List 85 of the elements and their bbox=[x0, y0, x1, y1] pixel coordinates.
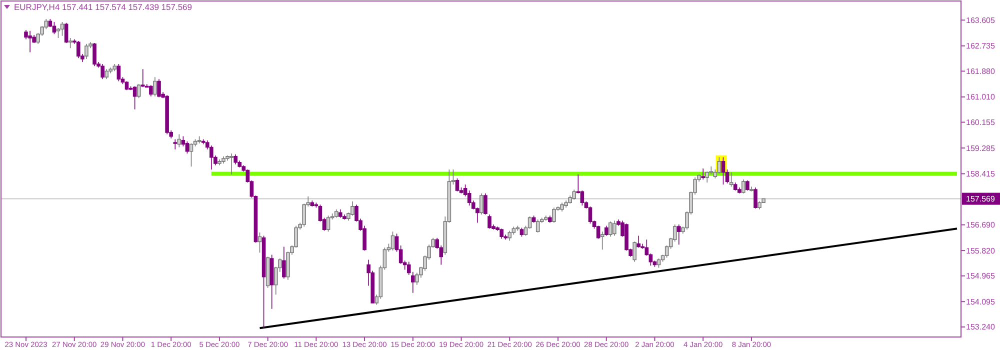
candlestick bbox=[350, 201, 354, 216]
candlestick bbox=[721, 156, 726, 185]
candlestick bbox=[116, 64, 121, 82]
candlestick bbox=[258, 232, 262, 254]
candlestick bbox=[84, 44, 88, 60]
candlestick bbox=[508, 230, 512, 242]
candlestick bbox=[733, 182, 738, 191]
candlestick bbox=[230, 153, 234, 175]
candlestick bbox=[701, 168, 705, 180]
candlestick bbox=[314, 202, 318, 208]
candlestick bbox=[604, 225, 608, 236]
candlestick bbox=[754, 187, 758, 209]
candlestick bbox=[234, 154, 238, 165]
candlestick bbox=[189, 142, 194, 167]
candlestick bbox=[552, 207, 556, 224]
candlestick bbox=[632, 241, 636, 262]
candlestick bbox=[112, 64, 117, 72]
candlestick bbox=[173, 138, 178, 150]
candlestick bbox=[60, 22, 64, 36]
candlestick bbox=[68, 38, 72, 48]
candlestick bbox=[338, 209, 342, 218]
candlestick bbox=[677, 224, 681, 246]
candlestick bbox=[185, 140, 190, 154]
candlestick bbox=[310, 200, 314, 207]
candlestick bbox=[532, 215, 536, 224]
candlestick bbox=[600, 231, 604, 250]
candlestick bbox=[266, 256, 270, 288]
y-tick-label: 153.240 bbox=[966, 322, 996, 332]
candlestick bbox=[484, 193, 488, 215]
y-tick-label: 159.285 bbox=[966, 144, 996, 153]
y-tick-label: 156.690 bbox=[966, 220, 996, 230]
candlestick bbox=[500, 228, 504, 240]
candlestick bbox=[177, 134, 182, 148]
candlestick bbox=[516, 225, 520, 232]
candlestick bbox=[270, 254, 274, 310]
candlestick bbox=[750, 186, 754, 192]
candlestick bbox=[132, 86, 137, 110]
candlestick bbox=[560, 202, 564, 212]
candlestick bbox=[544, 215, 548, 222]
candlestick bbox=[100, 64, 104, 80]
candlestick bbox=[153, 76, 157, 97]
candlestick bbox=[64, 22, 68, 44]
candlestick bbox=[455, 178, 460, 192]
candlestick bbox=[608, 221, 612, 238]
candlestick bbox=[758, 201, 762, 210]
candlestick bbox=[149, 84, 153, 97]
candlestick bbox=[390, 231, 395, 251]
candlestick bbox=[334, 209, 338, 218]
y-tick-label: 160.155 bbox=[966, 118, 996, 128]
candlestick bbox=[52, 22, 56, 35]
y-tick-label: 155.820 bbox=[966, 246, 996, 256]
candlestick bbox=[636, 235, 641, 248]
candlestick bbox=[165, 94, 169, 135]
candlestick bbox=[157, 78, 161, 98]
candlestick bbox=[218, 158, 222, 166]
y-tick-label: 162.735 bbox=[966, 42, 996, 51]
candlestick bbox=[282, 246, 286, 280]
y-tick-label: 161.880 bbox=[966, 66, 996, 76]
y-tick-label: 158.415 bbox=[966, 170, 996, 179]
candlestick bbox=[326, 215, 330, 232]
ref-line-label: 157.569 bbox=[966, 194, 996, 204]
candlestick bbox=[741, 179, 746, 194]
candlestick bbox=[222, 156, 226, 164]
candlestick bbox=[488, 214, 492, 230]
candlestick bbox=[548, 215, 552, 224]
chart-title: EURJPY,H4 157.441 157.574 157.439 157.569 bbox=[14, 2, 192, 12]
candlestick bbox=[197, 136, 202, 144]
candlestick bbox=[656, 258, 661, 268]
candlestick bbox=[262, 235, 266, 329]
candlestick bbox=[28, 30, 32, 53]
candlestick bbox=[729, 172, 734, 188]
candlestick bbox=[536, 219, 540, 233]
candlestick bbox=[76, 40, 80, 59]
y-tick-label: 154.095 bbox=[966, 297, 996, 306]
candlestick bbox=[612, 220, 616, 236]
candlestick bbox=[136, 84, 141, 98]
y-tick-label: 161.010 bbox=[966, 92, 996, 102]
candlestick bbox=[124, 80, 129, 91]
y-tick-label: 154.965 bbox=[966, 272, 996, 281]
y-tick-label: 163.605 bbox=[966, 16, 996, 25]
candlestick bbox=[92, 42, 96, 67]
candlestick bbox=[104, 68, 109, 80]
candlestick bbox=[520, 227, 524, 238]
candlestick bbox=[746, 180, 750, 191]
candlestick bbox=[140, 68, 145, 88]
